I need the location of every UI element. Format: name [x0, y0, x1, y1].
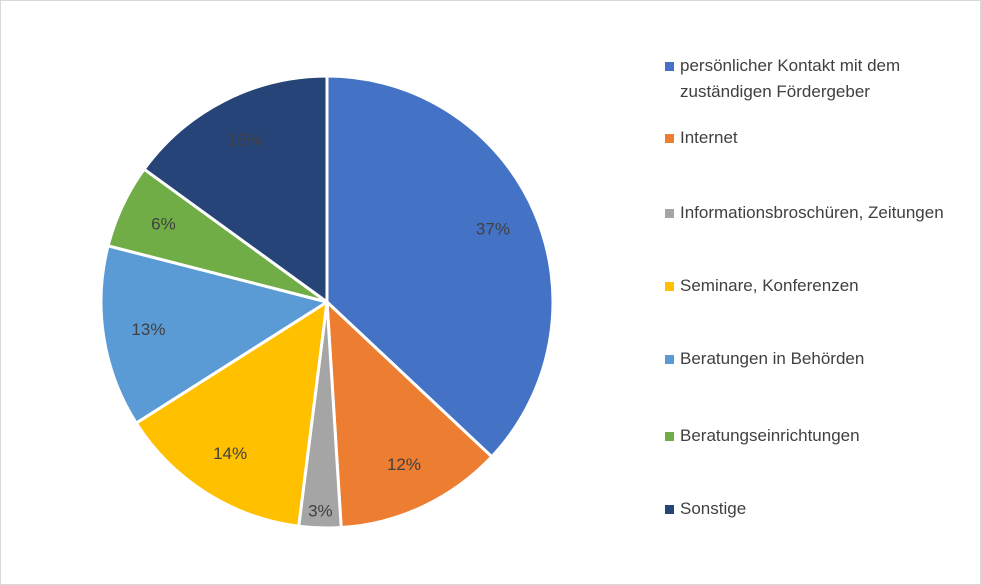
legend-label: Informationsbroschüren, Zeitungen	[680, 203, 944, 222]
data-label: 13%	[131, 320, 165, 339]
legend-label: Beratungseinrichtungen	[680, 426, 860, 445]
legend-swatch	[665, 355, 674, 364]
legend-item: Beratungen in Behörden	[665, 346, 955, 372]
legend-swatch	[665, 62, 674, 71]
legend-swatch	[665, 209, 674, 218]
pie-slice	[142, 74, 329, 304]
legend-item: Beratungseinrichtungen	[665, 423, 955, 449]
data-label: 6%	[151, 215, 176, 234]
legend-item: Informationsbroschüren, Zeitungen	[665, 200, 955, 226]
legend-item: Internet	[665, 125, 955, 151]
legend-swatch	[665, 505, 674, 514]
legend-label: Beratungen in Behörden	[680, 349, 865, 368]
legend-label: Sonstige	[680, 499, 747, 518]
data-label: 37%	[476, 220, 510, 239]
data-label: 3%	[308, 502, 333, 521]
data-label: 14%	[213, 444, 247, 463]
data-label: 15%	[228, 130, 262, 149]
data-label: 12%	[387, 455, 421, 474]
legend-label: persönlicher Kontakt mit dem zuständigen…	[680, 56, 901, 101]
legend-swatch	[665, 432, 674, 441]
pie-slice	[99, 244, 329, 425]
legend-label: Internet	[680, 128, 738, 147]
pie-slice	[134, 300, 329, 528]
legend-item: Sonstige	[665, 496, 955, 522]
legend-item: persönlicher Kontakt mit dem zuständigen…	[665, 53, 955, 105]
pie-slice	[325, 300, 494, 530]
pie-slice	[325, 74, 555, 459]
legend-item: Seminare, Konferenzen	[665, 273, 955, 299]
legend-swatch	[665, 282, 674, 291]
legend-swatch	[665, 134, 674, 143]
legend-label: Seminare, Konferenzen	[680, 276, 859, 295]
